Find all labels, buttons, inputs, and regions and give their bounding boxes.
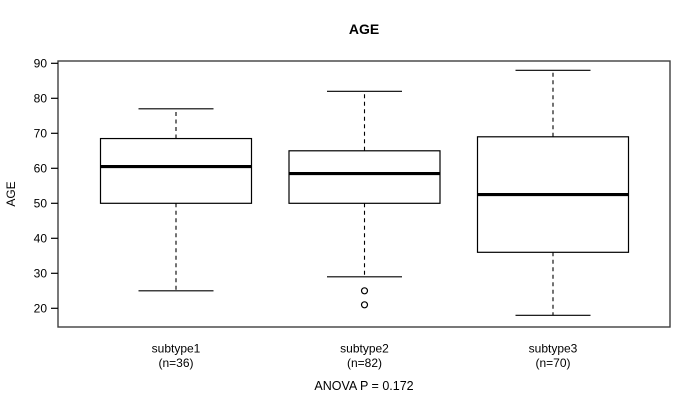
box-group-subtype3 [476,69,630,316]
x-axis-labels: subtype1(n=36) subtype2(n=82) subtype3(n=7… [152,342,578,371]
y-tick-label: 90 [34,57,48,71]
y-tick-label: 80 [34,92,48,106]
group-n-label: (n=36) [158,356,193,370]
y-axis: 20 30 40 50 60 70 80 90 [34,57,58,316]
anova-note: ANOVA P = 0.172 [314,379,413,393]
box-group-subtype2 [288,90,441,309]
box-group-subtype1 [99,108,253,292]
y-tick-label: 70 [34,127,48,141]
plot-frame [57,60,671,328]
outlier-point [360,287,369,295]
y-axis-label: AGE [4,181,18,206]
group-label: subtype1 [152,342,201,356]
y-tick-label: 60 [34,162,48,176]
group-n-label: (n=82) [347,356,382,370]
y-tick-label: 40 [34,232,48,246]
plot-frame-rect [57,60,671,328]
group-label: subtype3 [529,342,578,356]
iqr-box [99,137,253,204]
y-tick-label: 50 [34,197,48,211]
y-tick-label: 30 [34,267,48,281]
iqr-box [288,150,441,204]
y-tick-label: 20 [34,302,48,316]
outlier-point [360,301,369,309]
boxplots [99,69,630,316]
chart-title: AGE [349,21,379,37]
group-n-label: (n=70) [535,356,570,370]
group-label: subtype2 [340,342,389,356]
